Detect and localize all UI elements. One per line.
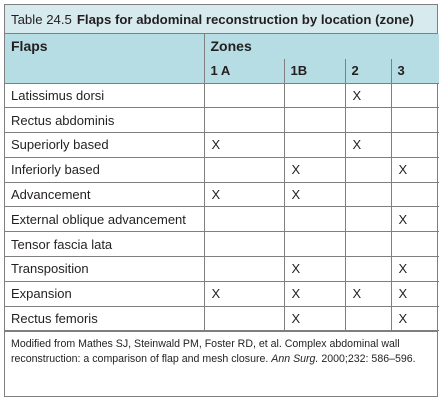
flaps-grid: Flaps Zones 1 A 1B 2 3 Latissimus dorsi X… [5, 34, 440, 332]
zone-mark-cell: X [390, 280, 440, 307]
table-body: Latissimus dorsi X Rectus abdominis Superio… [5, 82, 440, 332]
zones-group-header: Zones [203, 34, 440, 59]
table-row: Advancement X X [5, 181, 440, 208]
zone-mark-cell [390, 82, 440, 109]
footnote-text: Modified from Mathes SJ, Steinwald PM, F… [11, 338, 400, 365]
zone-mark-cell [283, 231, 346, 258]
footnote-citation: 2000;232: 586–596. [318, 352, 416, 365]
header-blank-cell [5, 58, 205, 84]
zone-mark-cell [283, 82, 346, 109]
zone-mark-cell: X [344, 132, 392, 158]
zone-mark-cell: X [283, 181, 346, 208]
table-row: Transposition X X [5, 256, 440, 282]
zone-mark-cell [203, 156, 285, 183]
table-row: Expansion X X X X [5, 280, 440, 307]
table-row: Superiorly based X X [5, 132, 440, 158]
flap-name-cell: Transposition [5, 256, 205, 282]
table-row: Latissimus dorsi X [5, 82, 440, 109]
table-number: Table 24.5 [11, 11, 72, 27]
zone-header-1a: 1 A [203, 57, 285, 84]
table-row: Tensor fascia lata [5, 231, 440, 258]
zone-mark-cell [203, 231, 285, 258]
zone-mark-cell: X [283, 280, 346, 307]
zone-mark-cell: X [390, 206, 440, 233]
zone-header-3: 3 [390, 57, 440, 84]
zone-mark-cell: X [203, 181, 285, 208]
zone-mark-cell: X [283, 305, 346, 332]
table-row: Rectus femoris X X [5, 305, 440, 332]
flap-name-cell: Inferiorly based [5, 156, 205, 183]
flap-name-cell: Latissimus dorsi [5, 82, 205, 109]
table-footnote: Modified from Mathes SJ, Steinwald PM, F… [5, 331, 437, 366]
zone-mark-cell [203, 256, 285, 282]
zone-mark-cell: X [390, 256, 440, 282]
zone-mark-cell: X [203, 132, 285, 158]
zone-mark-cell [203, 206, 285, 233]
zone-header-1b: 1B [283, 57, 346, 84]
table-caption: Table 24.5 Flaps for abdominal reconstru… [5, 5, 437, 34]
flap-name-cell: External oblique advancement [5, 206, 205, 233]
zone-mark-cell [203, 107, 285, 134]
zone-mark-cell: X [344, 82, 392, 109]
zone-mark-cell [344, 231, 392, 258]
zone-header-2: 2 [344, 57, 392, 84]
zone-mark-cell [390, 181, 440, 208]
zone-mark-cell [283, 132, 346, 158]
flap-name-cell: Expansion [5, 280, 205, 307]
zone-mark-cell [283, 206, 346, 233]
table-title: Flaps for abdominal reconstruction by lo… [76, 11, 414, 27]
zone-mark-cell [390, 107, 440, 134]
table-row: External oblique advancement X [5, 206, 440, 233]
flaps-column-header: Flaps [5, 34, 205, 58]
zone-mark-cell: X [390, 156, 440, 183]
flap-name-cell: Rectus femoris [5, 305, 205, 332]
flap-name-cell: Rectus abdominis [5, 107, 205, 134]
flap-name-cell: Tensor fascia lata [5, 231, 205, 258]
flap-name-cell: Advancement [5, 181, 205, 208]
zone-mark-cell: X [283, 256, 346, 282]
zone-mark-cell [203, 82, 285, 109]
zone-mark-cell [344, 256, 392, 282]
zone-mark-cell: X [283, 156, 346, 183]
zone-mark-cell: X [390, 305, 440, 332]
flaps-table: Table 24.5 Flaps for abdominal reconstru… [4, 4, 440, 397]
zone-mark-cell [344, 181, 392, 208]
zone-mark-cell [203, 305, 285, 332]
flap-name-cell: Superiorly based [5, 132, 205, 158]
table-row: Inferiorly based X X [5, 156, 440, 183]
zone-mark-cell: X [344, 280, 392, 307]
zone-mark-cell [344, 107, 392, 134]
zone-mark-cell [390, 132, 440, 158]
zone-mark-cell [344, 305, 392, 332]
zone-mark-cell [344, 156, 392, 183]
zone-mark-cell: X [203, 280, 285, 307]
zone-mark-cell [283, 107, 346, 134]
zone-mark-cell [344, 206, 392, 233]
zone-mark-cell [390, 231, 440, 258]
footnote-journal: Ann Surg. [271, 352, 319, 365]
table-row: Rectus abdominis [5, 107, 440, 134]
